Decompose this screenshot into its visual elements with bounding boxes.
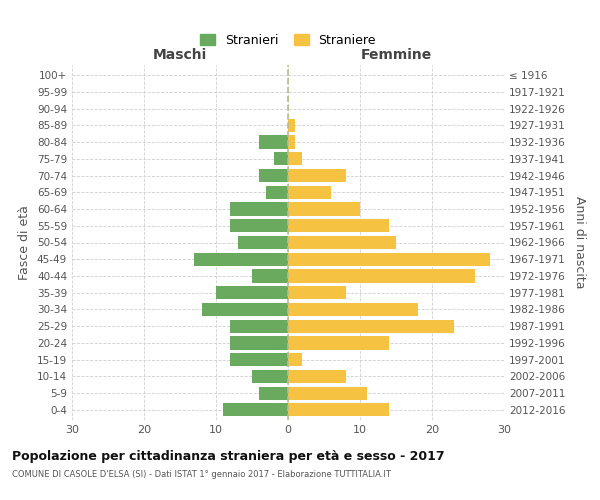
Bar: [230, 202, 288, 215]
Bar: [230, 219, 288, 232]
Bar: [288, 202, 360, 215]
Bar: [288, 353, 302, 366]
Bar: [216, 286, 288, 300]
Text: Femmine: Femmine: [361, 48, 431, 62]
Bar: [274, 152, 288, 166]
Bar: [288, 303, 418, 316]
Bar: [259, 386, 288, 400]
Bar: [266, 186, 288, 199]
Bar: [230, 320, 288, 333]
Y-axis label: Anni di nascita: Anni di nascita: [574, 196, 586, 289]
Bar: [202, 303, 288, 316]
Bar: [259, 136, 288, 148]
Bar: [288, 370, 346, 383]
Bar: [288, 404, 389, 416]
Bar: [288, 386, 367, 400]
Bar: [288, 252, 490, 266]
Text: Popolazione per cittadinanza straniera per età e sesso - 2017: Popolazione per cittadinanza straniera p…: [12, 450, 445, 463]
Y-axis label: Fasce di età: Fasce di età: [19, 205, 31, 280]
Bar: [230, 336, 288, 349]
Bar: [288, 236, 396, 249]
Bar: [288, 219, 389, 232]
Bar: [223, 404, 288, 416]
Bar: [288, 186, 331, 199]
Bar: [288, 286, 346, 300]
Bar: [259, 169, 288, 182]
Bar: [288, 119, 295, 132]
Bar: [238, 236, 288, 249]
Text: COMUNE DI CASOLE D'ELSA (SI) - Dati ISTAT 1° gennaio 2017 - Elaborazione TUTTITA: COMUNE DI CASOLE D'ELSA (SI) - Dati ISTA…: [12, 470, 391, 479]
Bar: [288, 336, 389, 349]
Bar: [288, 152, 302, 166]
Bar: [252, 270, 288, 282]
Bar: [288, 136, 295, 148]
Bar: [288, 169, 346, 182]
Bar: [230, 353, 288, 366]
Text: Maschi: Maschi: [153, 48, 207, 62]
Bar: [194, 252, 288, 266]
Bar: [288, 270, 475, 282]
Bar: [252, 370, 288, 383]
Legend: Stranieri, Straniere: Stranieri, Straniere: [195, 28, 381, 52]
Bar: [288, 320, 454, 333]
